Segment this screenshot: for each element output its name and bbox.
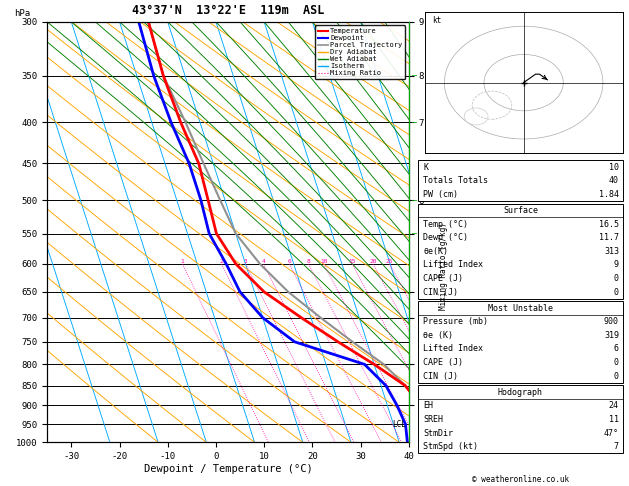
Text: 43°37'N  13°22'E  119m  ASL: 43°37'N 13°22'E 119m ASL <box>132 4 324 17</box>
Text: K: K <box>423 163 428 172</box>
Text: StmDir: StmDir <box>423 429 454 437</box>
Text: 40: 40 <box>609 176 619 185</box>
Text: 0: 0 <box>614 372 619 381</box>
Text: 8: 8 <box>307 259 310 264</box>
Text: Most Unstable: Most Unstable <box>488 304 553 312</box>
Text: Mixing Ratio (g/kg): Mixing Ratio (g/kg) <box>439 222 448 310</box>
Text: 900: 900 <box>604 317 619 326</box>
Legend: Temperature, Dewpoint, Parcel Trajectory, Dry Adiabat, Wet Adiabat, Isotherm, Mi: Temperature, Dewpoint, Parcel Trajectory… <box>315 25 405 79</box>
Text: Lifted Index: Lifted Index <box>423 260 483 269</box>
Text: 313: 313 <box>604 247 619 256</box>
Text: 25: 25 <box>386 259 393 264</box>
Text: 4: 4 <box>262 259 265 264</box>
Text: CAPE (J): CAPE (J) <box>423 358 464 367</box>
Text: 319: 319 <box>604 331 619 340</box>
Text: 2: 2 <box>220 259 223 264</box>
Text: —: — <box>412 229 417 238</box>
Text: 0: 0 <box>614 358 619 367</box>
Text: Dewp (°C): Dewp (°C) <box>423 233 469 242</box>
Text: 1.84: 1.84 <box>599 190 619 199</box>
Text: —: — <box>412 71 417 80</box>
Text: Temp (°C): Temp (°C) <box>423 220 469 228</box>
Text: © weatheronline.co.uk: © weatheronline.co.uk <box>472 474 569 484</box>
Text: PW (cm): PW (cm) <box>423 190 459 199</box>
Text: 6: 6 <box>614 345 619 353</box>
Text: CIN (J): CIN (J) <box>423 372 459 381</box>
Text: SREH: SREH <box>423 415 443 424</box>
Text: 11.7: 11.7 <box>599 233 619 242</box>
Text: —: — <box>412 196 417 205</box>
Text: 10: 10 <box>609 163 619 172</box>
Text: StmSpd (kt): StmSpd (kt) <box>423 442 478 451</box>
Text: 20: 20 <box>369 259 377 264</box>
Text: CIN (J): CIN (J) <box>423 288 459 296</box>
Text: 47°: 47° <box>604 429 619 437</box>
Y-axis label: km
ASL: km ASL <box>433 223 448 242</box>
Text: hPa: hPa <box>14 9 31 17</box>
Text: 11: 11 <box>609 415 619 424</box>
X-axis label: Dewpoint / Temperature (°C): Dewpoint / Temperature (°C) <box>143 464 313 474</box>
Text: 9: 9 <box>614 260 619 269</box>
Text: Surface: Surface <box>503 206 538 215</box>
Text: 16.5: 16.5 <box>599 220 619 228</box>
Text: Hodograph: Hodograph <box>498 388 543 397</box>
Text: CAPE (J): CAPE (J) <box>423 274 464 283</box>
Text: kt: kt <box>433 17 442 25</box>
Text: θe (K): θe (K) <box>423 331 454 340</box>
Text: —: — <box>412 118 417 127</box>
Text: 7: 7 <box>614 442 619 451</box>
Text: EH: EH <box>423 401 433 410</box>
Text: 6: 6 <box>287 259 291 264</box>
Text: 1: 1 <box>181 259 184 264</box>
Text: 0: 0 <box>614 274 619 283</box>
Text: 24: 24 <box>609 401 619 410</box>
Text: 0: 0 <box>614 288 619 296</box>
Text: Lifted Index: Lifted Index <box>423 345 483 353</box>
Text: θe(K): θe(K) <box>423 247 448 256</box>
Text: Totals Totals: Totals Totals <box>423 176 488 185</box>
Text: 3: 3 <box>244 259 248 264</box>
Text: 15: 15 <box>348 259 356 264</box>
Text: Pressure (mb): Pressure (mb) <box>423 317 488 326</box>
Text: 10: 10 <box>320 259 328 264</box>
Text: LCL: LCL <box>392 420 406 429</box>
